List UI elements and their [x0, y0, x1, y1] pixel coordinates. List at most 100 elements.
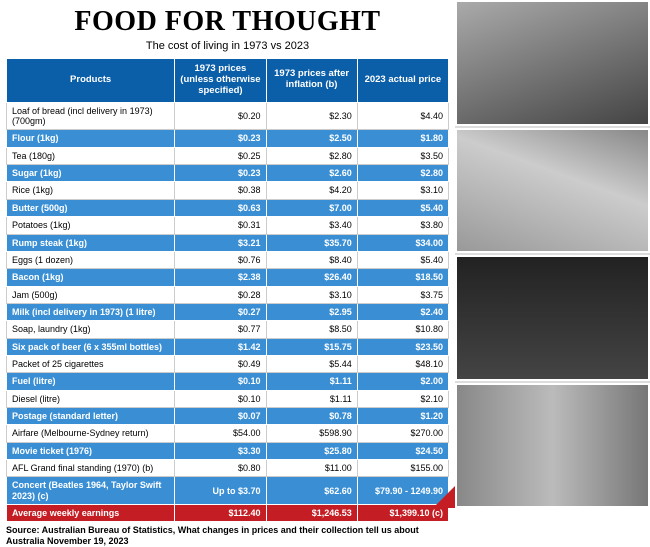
col-2023: 2023 actual price [357, 59, 448, 103]
source-text: Source: Australian Bureau of Statistics,… [6, 525, 449, 547]
cell-product: Tea (180g) [7, 147, 175, 164]
cell-1973: Up to $3.70 [175, 477, 266, 505]
cell-inflation: $2.50 [266, 130, 357, 147]
table-row: Rump steak (1kg)$3.21$35.70$34.00 [7, 234, 449, 251]
cell-1973: $0.10 [175, 373, 266, 390]
photo-travel-agency [455, 0, 650, 126]
cell-product: AFL Grand final standing (1970) (b) [7, 459, 175, 476]
col-products: Products [7, 59, 175, 103]
cell-1973: $0.31 [175, 217, 266, 234]
cell-inflation: $26.40 [266, 269, 357, 286]
cell-product: Bacon (1kg) [7, 269, 175, 286]
cell-2023: $2.10 [357, 390, 448, 407]
table-row: Milk (incl delivery in 1973) (1 litre)$0… [7, 303, 449, 320]
cell-2023: $3.75 [357, 286, 448, 303]
cell-inflation: $0.78 [266, 407, 357, 424]
cell-2023: $155.00 [357, 459, 448, 476]
cell-2023: $10.80 [357, 321, 448, 338]
table-row: Jam (500g)$0.28$3.10$3.75 [7, 286, 449, 303]
table-row: Butter (500g)$0.63$7.00$5.40 [7, 199, 449, 216]
cell-product: Airfare (Melbourne-Sydney return) [7, 425, 175, 442]
table-row: Fuel (litre)$0.10$1.11$2.00 [7, 373, 449, 390]
cell-product: Fuel (litre) [7, 373, 175, 390]
cell-1973: $0.20 [175, 102, 266, 130]
cell-2023: $18.50 [357, 269, 448, 286]
cell-1973: $54.00 [175, 425, 266, 442]
cell-1973: $0.63 [175, 199, 266, 216]
cell-inflation: $8.50 [266, 321, 357, 338]
cell-product: Loaf of bread (incl delivery in 1973) (7… [7, 102, 175, 130]
cell-1973: $0.23 [175, 130, 266, 147]
cell-inflation: $598.90 [266, 425, 357, 442]
cell-1973: $0.49 [175, 355, 266, 372]
cell-product: Movie ticket (1976) [7, 442, 175, 459]
infographic-container: FOOD FOR THOUGHT The cost of living in 1… [0, 0, 650, 508]
cell-inflation: $2.60 [266, 165, 357, 182]
table-row: Rice (1kg)$0.38$4.20$3.10 [7, 182, 449, 199]
cell-1973: $0.28 [175, 286, 266, 303]
price-table: Products 1973 prices (unless otherwise s… [6, 58, 449, 522]
table-row: Movie ticket (1976)$3.30$25.80$24.50 [7, 442, 449, 459]
cell-2023: $3.50 [357, 147, 448, 164]
col-1973: 1973 prices (unless otherwise specified) [175, 59, 266, 103]
cell-product: Rice (1kg) [7, 182, 175, 199]
table-body: Loaf of bread (incl delivery in 1973) (7… [7, 102, 449, 522]
photo-supermarket [455, 128, 650, 254]
table-row: Diesel (litre)$0.10$1.11$2.10 [7, 390, 449, 407]
cell-product: Packet of 25 cigarettes [7, 355, 175, 372]
cell-inflation: $3.10 [266, 286, 357, 303]
cell-inflation: $1.11 [266, 373, 357, 390]
table-row: Potatoes (1kg)$0.31$3.40$3.80 [7, 217, 449, 234]
cell-1973: $0.80 [175, 459, 266, 476]
cell-2023: $5.40 [357, 199, 448, 216]
cell-1973: $0.27 [175, 303, 266, 320]
table-row: Eggs (1 dozen)$0.76$8.40$5.40 [7, 251, 449, 268]
table-row: Loaf of bread (incl delivery in 1973) (7… [7, 102, 449, 130]
cell-inflation: $4.20 [266, 182, 357, 199]
cell-inflation: $2.80 [266, 147, 357, 164]
cell-inflation: $25.80 [266, 442, 357, 459]
cell-product: Six pack of beer (6 x 355ml bottles) [7, 338, 175, 355]
cell-2023: $48.10 [357, 355, 448, 372]
table-row: Flour (1kg)$0.23$2.50$1.80 [7, 130, 449, 147]
cell-inflation: $5.44 [266, 355, 357, 372]
cell-1973: $3.21 [175, 234, 266, 251]
table-row: Bacon (1kg)$2.38$26.40$18.50 [7, 269, 449, 286]
table-row: Six pack of beer (6 x 355ml bottles)$1.4… [7, 338, 449, 355]
cell-product: Diesel (litre) [7, 390, 175, 407]
cell-product: Rump steak (1kg) [7, 234, 175, 251]
cell-2023: $2.40 [357, 303, 448, 320]
cell-inflation: $15.75 [266, 338, 357, 355]
table-panel: FOOD FOR THOUGHT The cost of living in 1… [0, 0, 455, 508]
cell-1973: $0.77 [175, 321, 266, 338]
cell-product: Jam (500g) [7, 286, 175, 303]
table-row: Postage (standard letter)$0.07$0.78$1.20 [7, 407, 449, 424]
cell-2023: $1.20 [357, 407, 448, 424]
photo-afl-players [455, 383, 650, 509]
cell-product: Soap, laundry (1kg) [7, 321, 175, 338]
cell-product: Milk (incl delivery in 1973) (1 litre) [7, 303, 175, 320]
cell-2023: $3.10 [357, 182, 448, 199]
cell-inflation: $1,246.53 [266, 505, 357, 522]
cell-2023: $4.40 [357, 102, 448, 130]
cell-inflation: $3.40 [266, 217, 357, 234]
cell-1973: $0.23 [175, 165, 266, 182]
photo-strip [455, 0, 650, 508]
cell-1973: $0.10 [175, 390, 266, 407]
header-row: Products 1973 prices (unless otherwise s… [7, 59, 449, 103]
cell-inflation: $8.40 [266, 251, 357, 268]
cell-1973: $1.42 [175, 338, 266, 355]
table-row: Tea (180g)$0.25$2.80$3.50 [7, 147, 449, 164]
cell-product: Average weekly earnings [7, 505, 175, 522]
cell-2023: $5.40 [357, 251, 448, 268]
cell-2023: $23.50 [357, 338, 448, 355]
cell-1973: $3.30 [175, 442, 266, 459]
cell-product: Butter (500g) [7, 199, 175, 216]
cell-2023: $1.80 [357, 130, 448, 147]
cell-2023: $3.80 [357, 217, 448, 234]
table-row: Average weekly earnings$112.40$1,246.53$… [7, 505, 449, 522]
cell-product: Flour (1kg) [7, 130, 175, 147]
cell-inflation: $7.00 [266, 199, 357, 216]
cell-2023: $2.80 [357, 165, 448, 182]
cell-inflation: $2.95 [266, 303, 357, 320]
